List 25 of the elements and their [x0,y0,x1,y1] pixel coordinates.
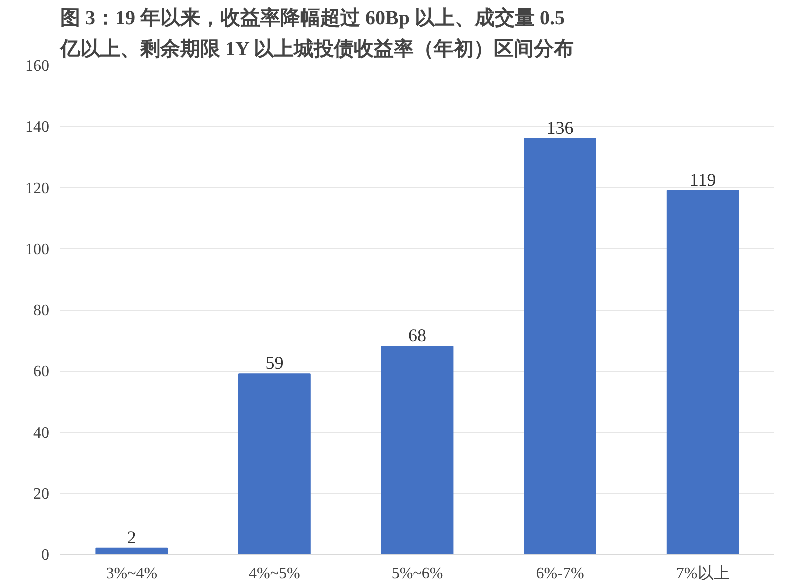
data-label: 59 [266,353,284,374]
y-tick-label: 20 [34,486,50,503]
y-tick-label: 120 [26,180,50,198]
y-tick-label: 100 [26,241,50,258]
y-tick-label: 0 [42,547,50,564]
data-label: 68 [408,326,426,346]
x-tick-label: 4%~5% [249,566,300,582]
x-tick-label: 3%~4% [106,566,158,582]
chart-title: 图 3：19 年以来，收益率降幅超过 60Bp 以上、成交量 0.5 亿以上、剩余期限 1Y 以上城投债收益率（年初）区间分布 [60,6,574,60]
x-tick-label: 6%-7% [536,566,584,582]
y-tick-label: 160 [26,58,50,75]
bar [381,346,454,554]
bar [96,548,168,554]
bar [524,138,596,554]
bar [238,374,311,554]
y-tick-label: 140 [26,119,50,136]
y-tick-label: 60 [34,364,50,381]
data-label: 119 [690,170,716,190]
data-label: 136 [546,118,574,138]
y-tick-label: 80 [34,302,50,320]
bar [666,190,740,554]
y-tick-label: 40 [34,424,50,442]
x-tick-label: 5%~6% [392,566,444,582]
data-label: 2 [127,527,136,548]
x-tick-label: 7%以上 [676,564,730,582]
